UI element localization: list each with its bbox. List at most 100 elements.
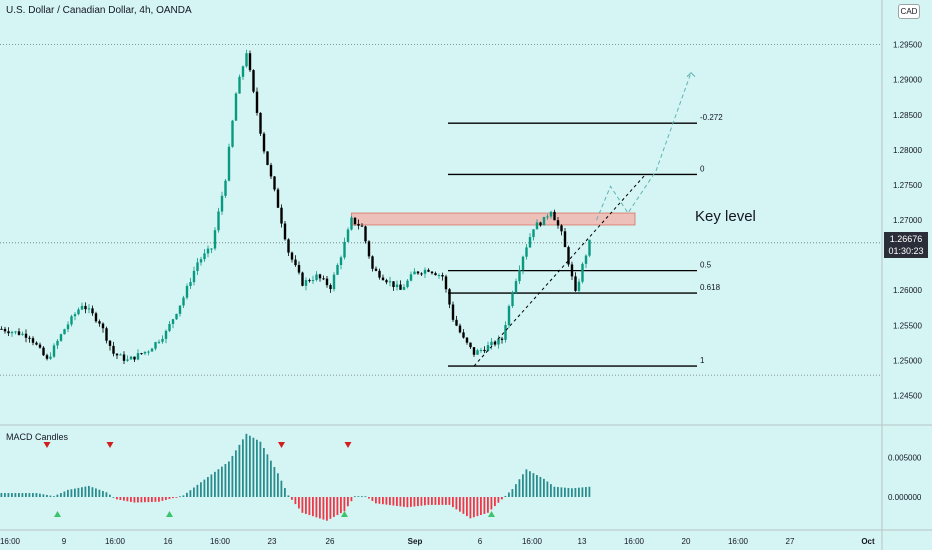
macd-bar (224, 464, 227, 497)
time-tick-label: Oct (861, 537, 875, 546)
candle-body (416, 271, 420, 274)
macd-bar (28, 493, 31, 497)
candle-body (451, 304, 455, 320)
macd-bar (410, 497, 412, 507)
candle-body (150, 348, 154, 352)
candle-body (294, 259, 297, 266)
candle-body (399, 284, 402, 290)
candle-body (346, 229, 350, 242)
macd-bar (14, 493, 17, 497)
candle-body (427, 269, 430, 272)
macd-bar (462, 497, 465, 514)
candle-body (364, 226, 367, 242)
time-tick-label: 23 (268, 537, 277, 546)
macd-bar (88, 485, 90, 497)
candle-body (423, 269, 427, 274)
macd-bar (389, 497, 391, 506)
candle-body (392, 281, 395, 288)
macd-bar (329, 497, 332, 519)
macd-bar (319, 497, 321, 519)
candle-body (469, 342, 472, 348)
candle-body (276, 189, 280, 208)
candle-body (434, 273, 437, 276)
macd-bar (172, 497, 174, 499)
candle-body (164, 330, 168, 339)
fib-level-label: -0.272 (700, 113, 723, 122)
candle-body (511, 292, 514, 307)
macd-bar (497, 497, 500, 503)
candle-body (371, 256, 374, 269)
countdown-timer: 01:30:23 (888, 246, 924, 256)
candle-body (28, 337, 31, 339)
macd-bar (445, 497, 447, 505)
macd-bar (571, 488, 573, 497)
candle-body (101, 323, 105, 329)
candle-body (255, 91, 259, 113)
macd-bar (364, 496, 367, 498)
sell-signal-icon (278, 442, 285, 448)
candle-body (560, 225, 563, 232)
macd-bar (32, 493, 34, 497)
buy-signal-icon (54, 511, 61, 517)
macd-bar (151, 497, 153, 502)
candle-body (378, 270, 381, 278)
candle-body (315, 274, 318, 281)
macd-bar (53, 496, 55, 498)
candle-body (245, 53, 248, 67)
macd-bar (42, 494, 45, 497)
key-level-zone (351, 212, 636, 226)
candle-body (504, 325, 507, 340)
candle-body (458, 325, 462, 333)
macd-bar (91, 487, 94, 497)
candle-body (238, 76, 241, 94)
candle-body (353, 217, 357, 224)
macd-bar (112, 497, 115, 498)
candle-body (196, 262, 199, 271)
macd-bar (455, 497, 458, 510)
time-tick-label: 16:00 (728, 537, 749, 546)
candle-body (357, 223, 360, 226)
macd-bar (21, 493, 24, 497)
macd-bar (508, 492, 510, 497)
candle-body (108, 340, 112, 346)
macd-bar (525, 469, 528, 497)
macd-bar (126, 497, 129, 502)
macd-bar (56, 494, 59, 497)
candle-body (539, 222, 542, 226)
candle-body (490, 341, 493, 346)
macd-bar (336, 497, 339, 516)
candle-body (525, 247, 528, 257)
macd-bar (375, 497, 377, 504)
macd-bar (483, 497, 486, 514)
macd-bar (448, 497, 451, 505)
candle-body (301, 272, 304, 286)
currency-badge[interactable]: CAD (898, 4, 920, 19)
candle-body (472, 347, 476, 355)
macd-bar (4, 493, 6, 497)
macd-bar (494, 497, 496, 507)
macd-bar (203, 479, 206, 497)
candle-body (126, 359, 129, 361)
macd-bar (413, 497, 416, 507)
macd-bar (119, 497, 122, 501)
macd-bar (403, 497, 405, 507)
macd-bar (501, 497, 503, 500)
macd-bar (179, 496, 181, 498)
macd-bar (431, 497, 433, 505)
price-tick-label: 1.28500 (893, 111, 922, 120)
macd-bar (284, 488, 286, 497)
time-tick-label: 6 (478, 537, 483, 546)
candle-body (147, 351, 150, 353)
macd-bar (35, 493, 38, 497)
candle-body (224, 180, 227, 196)
price-tick-label: 1.25000 (893, 356, 922, 365)
candle-body (290, 252, 294, 260)
candle-body (448, 289, 451, 305)
macd-bar (466, 497, 468, 517)
time-tick-label: 16:00 (210, 537, 231, 546)
candle-body (420, 273, 423, 275)
macd-bar (242, 439, 244, 497)
macd-bar (452, 497, 454, 508)
time-tick-label: 16:00 (522, 537, 543, 546)
